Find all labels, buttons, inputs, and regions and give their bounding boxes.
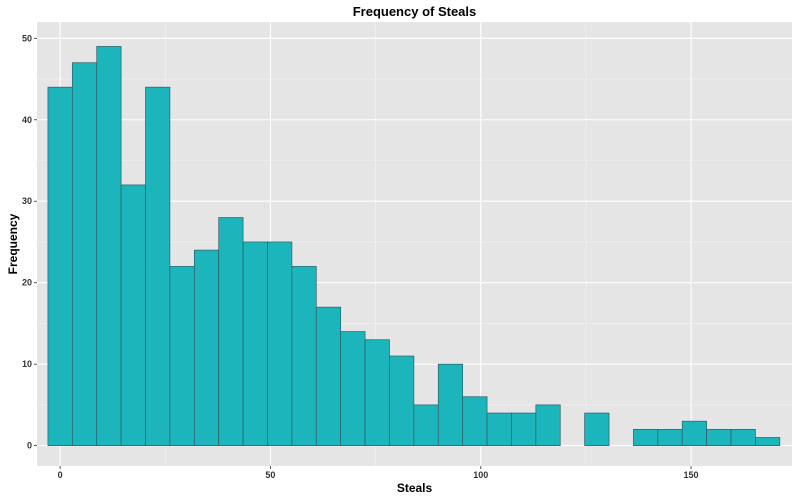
histogram-bar <box>584 412 610 446</box>
histogram-bar <box>145 86 171 446</box>
y-tick-label: 40 <box>22 115 32 125</box>
ticks-layer: 0 50 100 150 0 10 20 30 40 50 <box>22 33 699 480</box>
histogram-bar <box>315 306 342 446</box>
histogram-bar <box>657 428 683 446</box>
x-tick-label: 150 <box>684 470 699 480</box>
histogram-bar <box>193 249 220 446</box>
histogram-bar <box>267 241 293 446</box>
histogram-bar <box>120 184 146 446</box>
histogram-bar <box>242 241 268 446</box>
x-axis-title: Steals <box>397 481 433 495</box>
chart-title: Frequency of Steals <box>353 4 477 19</box>
histogram-bar <box>218 217 244 446</box>
histogram-bar <box>486 412 512 446</box>
x-tick-label: 50 <box>265 470 275 480</box>
y-tick-label: 30 <box>22 196 32 206</box>
histogram-bar <box>706 428 732 446</box>
histogram-bar <box>291 266 317 446</box>
histogram-bar <box>413 404 439 446</box>
histogram-bar <box>755 437 781 446</box>
histogram-bar <box>169 266 195 446</box>
histogram-bar <box>633 428 659 446</box>
histogram-bar <box>681 420 707 446</box>
y-axis-title: Frequency <box>6 213 20 274</box>
histogram-bar <box>71 62 98 446</box>
y-tick-label: 0 <box>27 441 32 451</box>
y-tick-label: 10 <box>22 359 32 369</box>
y-tick-label: 50 <box>22 33 32 43</box>
y-tick-label: 20 <box>22 278 32 288</box>
bars-layer <box>47 46 781 446</box>
histogram-bar <box>47 86 73 446</box>
x-tick-label: 100 <box>473 470 488 480</box>
histogram-bar <box>389 355 415 446</box>
histogram-bar <box>364 339 390 446</box>
histogram-bar <box>340 331 366 446</box>
histogram-bar <box>730 428 756 446</box>
histogram-bar <box>511 412 537 446</box>
histogram-bar <box>96 46 122 446</box>
x-tick-label: 0 <box>58 470 63 480</box>
histogram-bar <box>437 363 464 446</box>
histogram-bar <box>535 404 561 446</box>
histogram-bar <box>462 396 488 446</box>
